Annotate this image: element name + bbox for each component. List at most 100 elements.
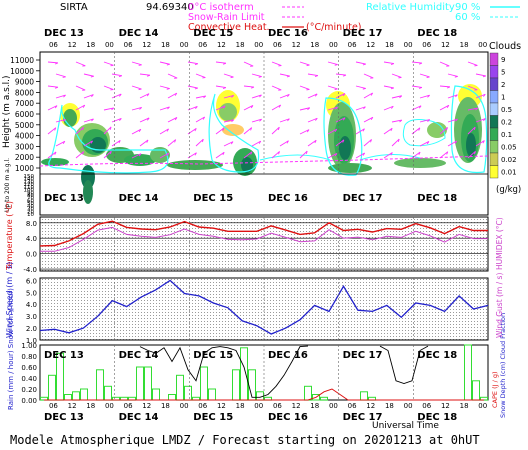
top-hour-0-2: 18 [86,41,95,49]
mid-day-4: DEC 17 [343,193,383,204]
top-hour-4-0: 06 [348,41,357,49]
wind-arrow-34 [103,85,114,91]
wind-arrow-head-56 [287,94,290,97]
wind-arrow-117 [195,138,204,147]
clouds-scale-box-1 [489,65,499,79]
wind-arrow-head-91 [370,117,374,121]
wind-arrow-39 [243,85,254,88]
wind-arrow-head-97 [82,127,84,131]
wind-arrow-53 [195,95,206,99]
wind-arrow-81 [83,118,94,123]
low-ytick-label-12: 130 [24,179,35,185]
wind-arrow-18 [111,73,122,77]
top-hour-labels: 06 12 18 00 06 12 18 00 06 12 18 00 06 12 18 00 06 12 18 00… [49,41,487,49]
wind-arrow-head-65 [82,104,86,108]
wind-arrow-112 [55,140,66,147]
cloud-ytick-label-4: 5000 [15,121,34,130]
wind-arrow-89 [307,117,318,123]
wind-arrow-48 [55,94,66,99]
wind-arrow-44 [383,85,394,89]
wind-arrow-37 [187,85,198,89]
wind-arrow-24 [279,73,290,77]
wind-arrow-28 [391,73,402,78]
precip-day-3: DEC 16 [268,350,308,361]
wind-arrow-head-43 [362,87,366,90]
wind-arrow-61 [419,94,430,99]
wind-arrow-57 [307,93,318,99]
wind-arrow-head-96 [54,127,57,131]
low-ytick-label-10: 110 [24,185,35,191]
wind-arrow-83 [139,117,150,123]
cloud-fraction-seg-0 [139,345,309,398]
wind-arrow-head-12 [390,63,395,65]
cloud-fraction-lines [139,345,429,398]
wind-arrow-head-54 [231,95,234,98]
wind-arrow-head-127 [482,140,485,144]
wind-arrow-head-29 [426,76,430,78]
wind-arrow-head-2 [110,64,114,67]
wind-arrow-head-19 [146,74,151,77]
wind-arrow-head-44 [390,87,394,90]
top-hour-4-3: 00 [404,41,413,49]
wind-arrow-74 [327,106,338,111]
clouds-scale-unit: (g/kg) [496,185,521,195]
bottom-hour-0-2: 18 [86,402,95,410]
wind-arrow-head-104 [277,127,280,131]
cloud-fraction-seg-1 [379,345,429,384]
wind-arrow-head-136 [278,151,280,155]
wind-arrow-82 [111,117,122,123]
cloud-ytick-label-6: 7000 [15,99,34,108]
top-hour-3-3: 00 [329,41,338,49]
cloud-ytick-label-9: 10000 [10,67,34,76]
bottom-day-1: DEC 14 [119,412,159,423]
bottom-hour-4-3: 00 [404,402,413,410]
wind-arrow-head-87 [259,118,262,122]
wind-arrow-43 [355,85,366,89]
wind-arrow-94 [447,118,458,123]
wind-arrow-80 [55,118,66,123]
wind-arrow-140 [383,152,393,159]
wind-arrow-102 [215,127,225,135]
clouds-scale-boxes: 9 5 2 1 0.5 0.2 0.1 0.05 0.02 0.01 [489,52,517,179]
cloud-ytick-label-10: 11000 [10,56,34,65]
wind-ytick-label-3: 4.0 [26,301,37,309]
precip-ytick-label-5: 1.00 [21,342,37,350]
wind-arrow-42 [327,85,338,90]
wind-arrow-98 [103,126,112,135]
wind-arrow-52 [167,92,177,99]
wind-arrow-head-26 [343,74,347,77]
wind-arrow-139 [355,152,365,159]
top-hour-1-3: 00 [180,41,189,49]
precip-ytick-label-0: 0.00 [21,397,37,405]
wind-arrow-head-128 [54,151,57,155]
wind-arrow-head-4 [166,63,170,66]
wind-arrow-head-61 [427,94,430,98]
cloud-ytick-label-8: 9000 [15,78,34,87]
wind-arrow-head-86 [231,119,235,123]
wind-arrow-118 [223,141,234,147]
wind-arrow-19 [139,73,150,76]
bottom-hour-0-1: 12 [68,402,77,410]
low-ytick-label-6: 70 [27,196,34,202]
wind-y-label-right: Wind Gust (m / s) [495,273,504,338]
wind-arrow-32 [47,85,58,88]
wind-arrow-130 [103,150,112,159]
precip-y-label-right2: Snow Depth (cm) Cloud Fraction [499,313,507,418]
wind-arrow-head-75 [363,106,366,110]
wind-arrow-79 [467,107,478,111]
clouds-scale-label-2: 2 [501,81,505,89]
wind-arrow-head-83 [146,117,150,121]
clouds-scale-label-4: 0.5 [501,106,512,114]
bottom-day-5: DEC 18 [417,412,457,423]
wind-arrow-134 [215,151,225,159]
bottom-hour-5-0: 06 [422,402,431,410]
clouds-scale-label-6: 0.1 [501,131,512,139]
wind-arrow-head-102 [222,127,225,131]
temp-ytick-label-2: 4.0 [26,235,37,243]
clouds-scale-label-7: 0.05 [501,144,517,152]
wind-arrow-head-134 [222,152,225,156]
wind-arrow-head-22 [230,76,234,79]
wind-arrow-head-118 [230,141,234,145]
clouds-scale-box-8 [489,152,499,166]
wind-arrow-88 [279,118,290,123]
